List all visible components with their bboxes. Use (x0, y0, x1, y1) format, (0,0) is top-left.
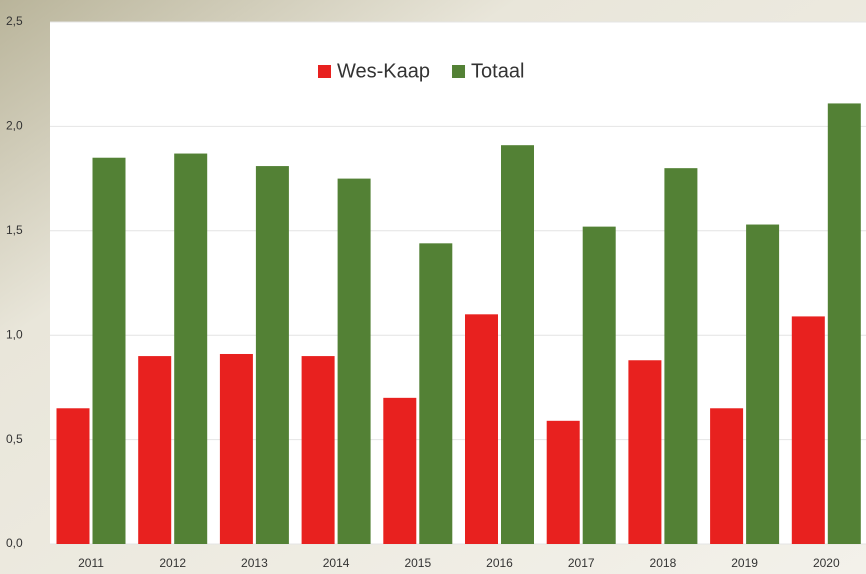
x-tick-label: 2018 (650, 556, 677, 570)
y-tick-label: 2,5 (6, 14, 23, 28)
x-tick-label: 2012 (159, 556, 186, 570)
bar (383, 398, 416, 544)
bar (628, 360, 661, 544)
bar (710, 408, 743, 544)
bar (220, 354, 253, 544)
bar (828, 103, 861, 544)
x-tick-label: 2013 (241, 556, 268, 570)
bar (583, 227, 616, 544)
y-tick-label: 1,0 (6, 327, 23, 341)
bar (746, 225, 779, 544)
x-tick-label: 2011 (78, 556, 104, 570)
bar (93, 158, 126, 544)
legend-label: Totaal (471, 60, 524, 82)
x-tick-label: 2019 (731, 556, 758, 570)
bar (547, 421, 580, 544)
bar (501, 145, 534, 544)
y-tick-label: 2,0 (6, 119, 23, 133)
bar (664, 168, 697, 544)
chart: 0,0 0,5 1,0 1,5 2,0 2,5 2011 2012 2013 2014 2015 20… (0, 0, 866, 574)
plot-area (50, 22, 866, 544)
bar (302, 356, 335, 544)
bar (174, 154, 207, 544)
y-tick-label: 1,5 (6, 223, 23, 237)
bar (338, 179, 371, 544)
y-tick-label: 0,5 (6, 432, 23, 446)
x-tick-label: 2014 (323, 556, 350, 570)
bar (465, 314, 498, 544)
bar (419, 243, 452, 544)
legend-swatch (318, 65, 331, 78)
x-tick-label: 2017 (568, 556, 595, 570)
bar (57, 408, 90, 544)
bar (256, 166, 289, 544)
y-tick-label: 0,0 (6, 536, 23, 550)
bar (792, 316, 825, 544)
x-tick-label: 2015 (404, 556, 431, 570)
x-tick-label: 2020 (813, 556, 840, 570)
legend-swatch (452, 65, 465, 78)
legend-label: Wes-Kaap (337, 60, 430, 82)
x-tick-label: 2016 (486, 556, 513, 570)
bar (138, 356, 171, 544)
